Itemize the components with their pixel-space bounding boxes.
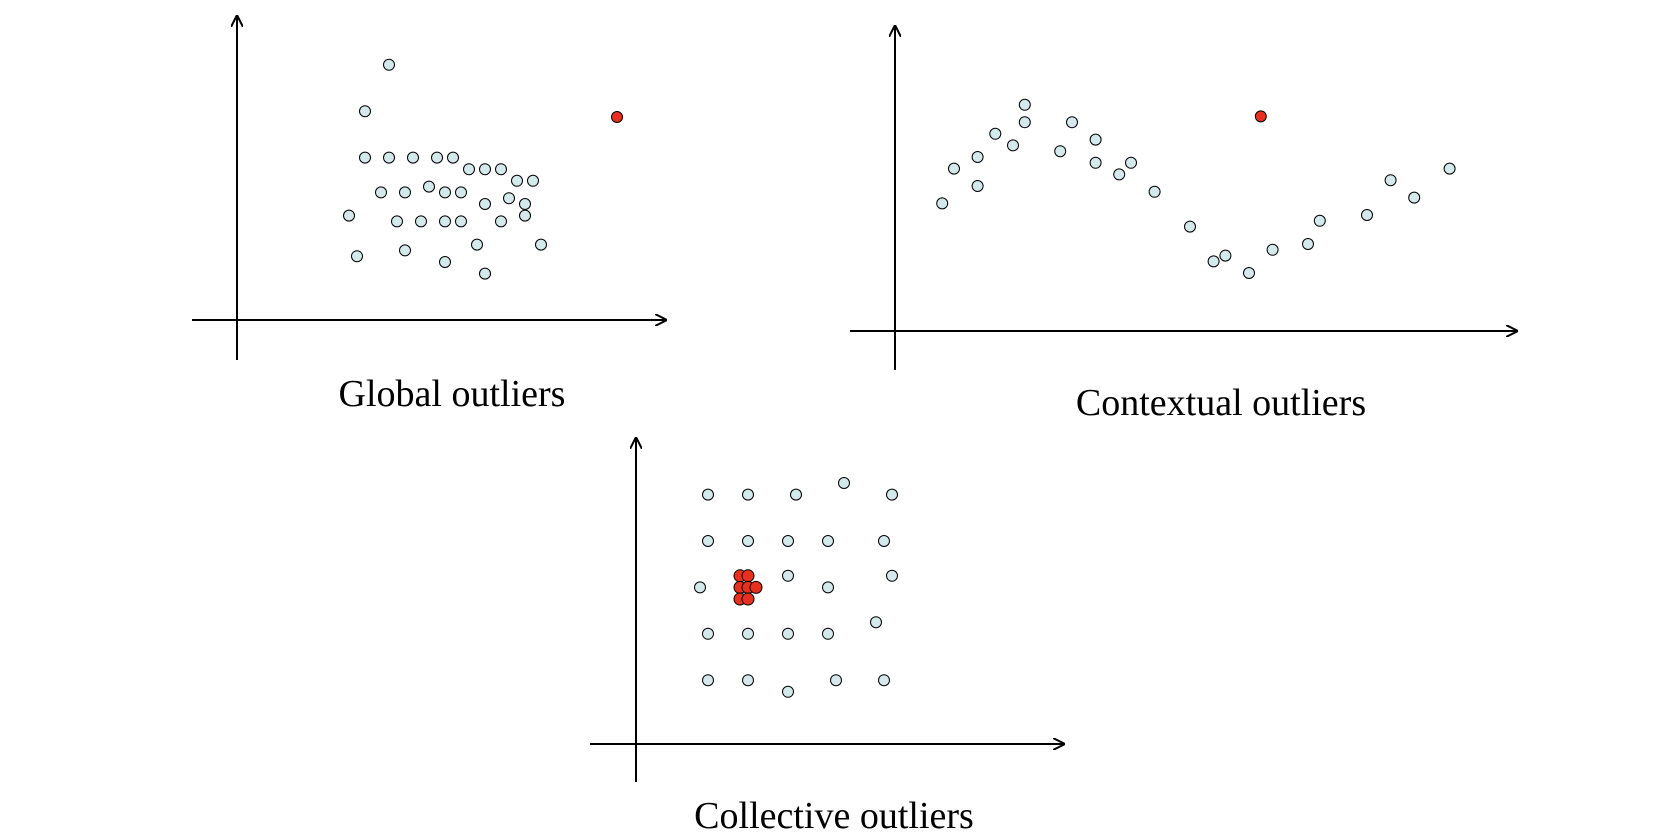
normal-point — [694, 581, 706, 594]
normal-point — [1302, 238, 1314, 250]
normal-point — [886, 569, 898, 582]
normal-point — [439, 186, 451, 199]
normal-point — [971, 151, 984, 163]
normal-point — [702, 674, 714, 687]
normal-point — [1361, 209, 1373, 221]
normal-point — [1243, 267, 1255, 279]
normal-point — [838, 477, 850, 489]
normal-point — [702, 627, 714, 640]
normal-point — [479, 267, 491, 280]
normal-point — [1148, 185, 1161, 198]
normal-point — [948, 162, 960, 175]
normal-point — [1089, 133, 1102, 146]
normal-point — [519, 209, 531, 222]
normal-point — [870, 616, 882, 629]
normal-point — [455, 186, 467, 199]
normal-point — [1007, 139, 1019, 152]
normal-point — [439, 256, 451, 268]
points-global — [343, 58, 623, 280]
normal-point — [383, 151, 395, 164]
caption-global-outliers: Global outliers — [338, 373, 566, 415]
normal-point — [822, 535, 834, 547]
normal-point — [878, 674, 890, 687]
normal-point — [989, 127, 1002, 140]
normal-point — [1089, 156, 1102, 169]
normal-point — [702, 535, 714, 547]
normal-point — [383, 58, 395, 71]
normal-point — [391, 215, 403, 228]
normal-point — [415, 215, 427, 228]
normal-point — [455, 215, 467, 228]
normal-point — [1408, 191, 1421, 204]
points-collective — [694, 477, 898, 698]
panel-contextual — [850, 26, 1517, 370]
normal-point — [1313, 214, 1326, 227]
normal-point — [790, 488, 802, 501]
normal-point — [822, 627, 834, 640]
normal-point — [1125, 156, 1137, 169]
normal-point — [742, 488, 754, 501]
normal-point — [535, 238, 547, 251]
normal-point — [399, 186, 411, 199]
normal-point — [479, 198, 491, 210]
outlier-point — [611, 111, 623, 123]
normal-point — [503, 192, 515, 205]
normal-point — [519, 198, 531, 210]
points-contextual — [936, 98, 1456, 279]
normal-point — [742, 627, 754, 640]
normal-point — [351, 250, 363, 263]
normal-point — [1443, 162, 1456, 175]
caption-collective-outliers: Collective outliers — [694, 795, 974, 837]
normal-point — [1066, 116, 1078, 129]
normal-point — [527, 174, 539, 187]
normal-point — [463, 163, 475, 176]
normal-point — [1384, 174, 1397, 187]
normal-point — [431, 151, 443, 164]
normal-point — [886, 488, 898, 501]
outlier-point — [1254, 110, 1267, 123]
normal-point — [971, 180, 984, 192]
caption-contextual-outliers: Contextual outliers — [1075, 382, 1367, 424]
normal-point — [1219, 249, 1232, 262]
normal-point — [830, 674, 842, 687]
outlier-point — [741, 592, 755, 606]
normal-point — [375, 186, 387, 199]
normal-point — [423, 180, 435, 193]
normal-point — [782, 685, 794, 698]
normal-point — [782, 569, 794, 582]
panel-global — [192, 16, 666, 360]
normal-point — [1018, 116, 1031, 129]
normal-point — [495, 215, 507, 228]
normal-point — [878, 535, 890, 547]
normal-point — [742, 674, 754, 687]
normal-point — [1018, 98, 1031, 111]
normal-point — [1054, 145, 1067, 158]
normal-point — [742, 535, 754, 547]
normal-point — [1113, 168, 1126, 181]
normal-point — [1184, 220, 1196, 233]
outlier-point — [741, 569, 755, 583]
normal-point — [407, 151, 419, 164]
normal-point — [343, 209, 355, 222]
normal-point — [936, 197, 949, 210]
panel-collective — [590, 438, 1064, 782]
normal-point — [1207, 255, 1220, 268]
normal-point — [495, 163, 507, 176]
normal-point — [359, 105, 371, 118]
normal-point — [471, 238, 483, 251]
normal-point — [447, 151, 459, 164]
normal-point — [399, 244, 411, 257]
normal-point — [782, 627, 794, 640]
normal-point — [439, 215, 451, 228]
normal-point — [479, 163, 491, 176]
normal-point — [511, 174, 523, 187]
normal-point — [822, 581, 834, 594]
normal-point — [702, 488, 714, 501]
normal-point — [1266, 243, 1279, 256]
normal-point — [782, 535, 794, 547]
outlier-point — [749, 580, 763, 594]
normal-point — [359, 151, 371, 164]
